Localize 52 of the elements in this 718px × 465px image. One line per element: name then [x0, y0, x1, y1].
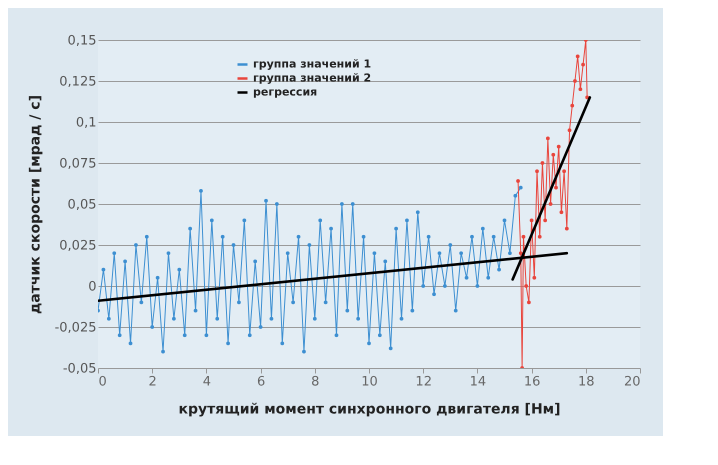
legend-label: группа значений 2	[253, 72, 372, 84]
point	[585, 96, 590, 100]
legend-label: группа значений 1	[253, 58, 372, 70]
line-series	[516, 40, 590, 368]
point	[564, 226, 569, 230]
x-tick-label: 10	[361, 374, 378, 390]
point	[554, 186, 558, 190]
point	[562, 169, 566, 174]
point	[538, 234, 542, 239]
legend-label: регрессия	[253, 86, 318, 98]
point	[576, 54, 580, 58]
x-tick-label: 16	[524, 374, 540, 390]
x-axis-title: крутящий момент синхронного двигателя [Нм]	[178, 402, 561, 418]
x-tick-label: 14	[470, 374, 486, 390]
point	[568, 128, 572, 132]
x-tick-label: 2	[148, 374, 157, 390]
point	[516, 179, 520, 183]
point	[578, 87, 582, 92]
point	[522, 234, 526, 239]
point	[560, 210, 564, 214]
point	[546, 136, 550, 140]
x-tick-label: 0	[98, 374, 107, 390]
x-tick-label: 18	[578, 374, 595, 390]
point	[551, 152, 556, 157]
x-tick-label: 12	[415, 374, 432, 390]
y-axis-title: датчик скорости [мрад / с]	[28, 95, 44, 314]
y-tick-label: 0,05	[68, 198, 96, 212]
point	[532, 276, 536, 280]
y-tick-label: 0,1	[76, 116, 96, 130]
y-tick-label: 0,15	[68, 34, 96, 48]
x-tick-label: 4	[202, 374, 212, 390]
point	[556, 144, 561, 148]
point	[527, 300, 531, 304]
point	[573, 79, 577, 83]
point	[524, 284, 528, 288]
point	[518, 251, 523, 256]
y-tick-label: -0,025	[54, 320, 96, 336]
point	[570, 104, 574, 108]
x-tick-label: 6	[256, 374, 266, 390]
point	[530, 218, 534, 222]
x-tick-label: 8	[311, 374, 320, 390]
y-tick-label: 0,125	[59, 74, 96, 90]
y-tick-label: -0,05	[62, 362, 96, 376]
y-tick-label: 0	[88, 280, 96, 294]
x-tick-label: 20	[624, 374, 640, 390]
point	[543, 218, 548, 222]
point	[581, 62, 585, 66]
y-tick-label: 0,025	[59, 238, 96, 254]
point	[535, 169, 539, 174]
y-tick-label: 0,075	[59, 156, 96, 172]
point	[540, 161, 544, 165]
point	[548, 202, 552, 206]
